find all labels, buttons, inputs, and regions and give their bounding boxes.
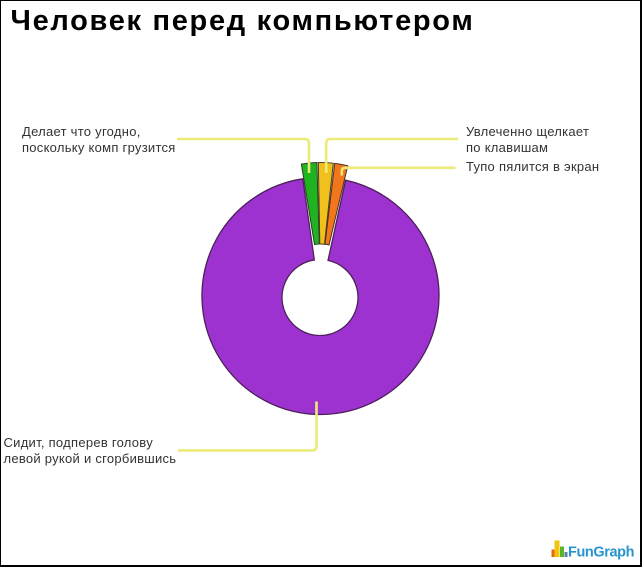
svg-text:FunGraph: FunGraph	[568, 545, 634, 561]
